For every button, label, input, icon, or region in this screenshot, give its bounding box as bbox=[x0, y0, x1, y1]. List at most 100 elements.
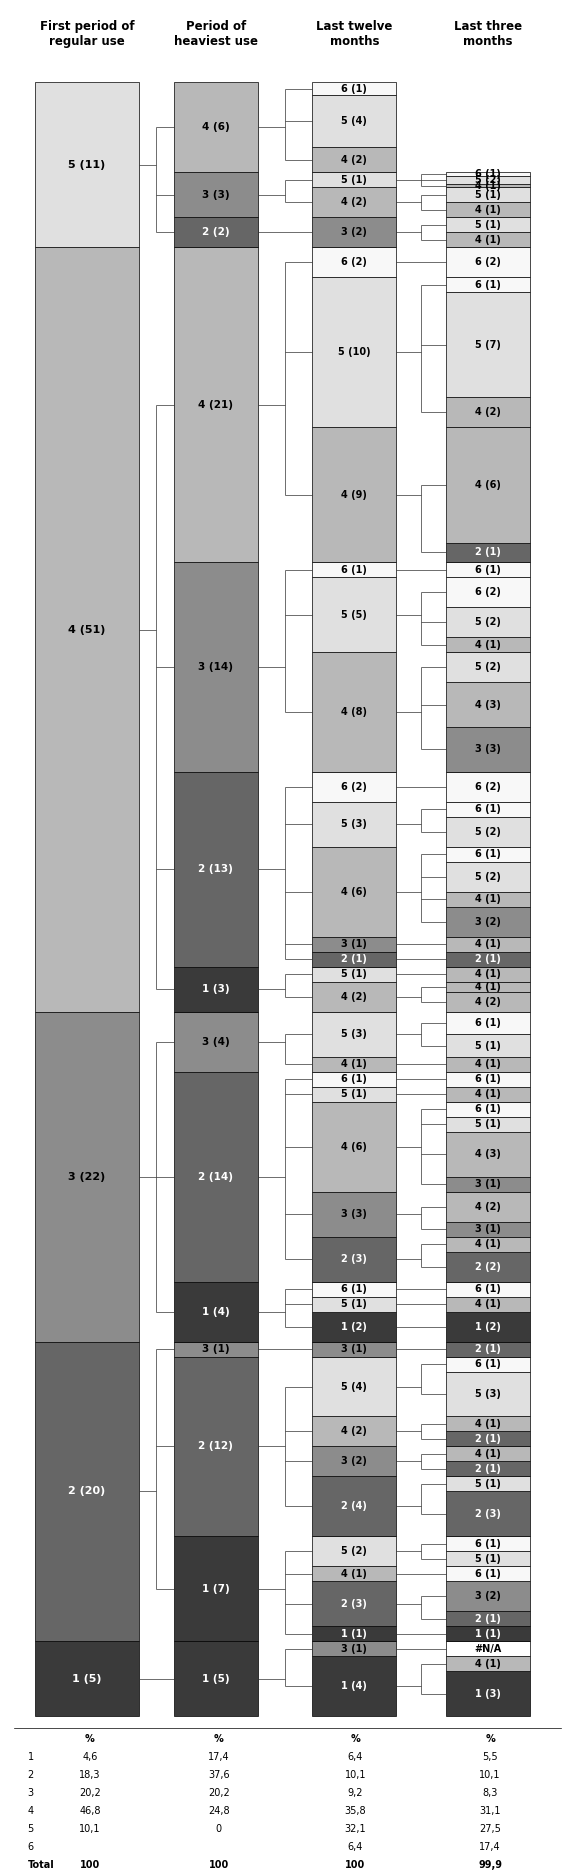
Bar bbox=[446, 1566, 530, 1581]
Text: 5 (5): 5 (5) bbox=[342, 609, 367, 619]
Text: 20,2: 20,2 bbox=[79, 1789, 101, 1798]
Bar bbox=[446, 1132, 530, 1178]
Bar bbox=[446, 892, 530, 908]
Text: 6,4: 6,4 bbox=[348, 1841, 363, 1852]
Bar bbox=[35, 82, 139, 248]
Text: 5 (1): 5 (1) bbox=[475, 1119, 501, 1129]
Bar bbox=[446, 1581, 530, 1611]
Text: 6: 6 bbox=[28, 1841, 34, 1852]
Bar bbox=[446, 232, 530, 248]
Text: 4 (1): 4 (1) bbox=[475, 1449, 501, 1459]
Text: 5 (3): 5 (3) bbox=[475, 1389, 501, 1399]
Text: 4 (21): 4 (21) bbox=[198, 399, 233, 411]
Bar bbox=[312, 1641, 396, 1656]
Bar bbox=[446, 1491, 530, 1536]
Text: 6 (1): 6 (1) bbox=[475, 1539, 501, 1549]
Text: First period of
regular use: First period of regular use bbox=[40, 19, 135, 47]
Text: 4 (6): 4 (6) bbox=[475, 480, 501, 489]
Text: 32,1: 32,1 bbox=[344, 1824, 366, 1834]
Text: 1 (2): 1 (2) bbox=[342, 1322, 367, 1331]
Bar bbox=[446, 1671, 530, 1716]
Bar bbox=[446, 1222, 530, 1238]
Bar bbox=[174, 248, 258, 562]
Bar bbox=[35, 1641, 139, 1716]
Bar bbox=[446, 278, 530, 292]
Text: 4 (1): 4 (1) bbox=[475, 1089, 501, 1099]
Bar bbox=[312, 1312, 396, 1341]
Text: 2 (4): 2 (4) bbox=[342, 1502, 367, 1511]
Text: 4 (1): 4 (1) bbox=[475, 894, 501, 904]
Text: 5 (1): 5 (1) bbox=[475, 219, 501, 231]
Text: 17,4: 17,4 bbox=[208, 1751, 229, 1762]
Text: 17,4: 17,4 bbox=[479, 1841, 501, 1852]
Bar bbox=[446, 1192, 530, 1222]
Text: 31,1: 31,1 bbox=[480, 1806, 501, 1817]
Bar bbox=[174, 1536, 258, 1641]
Bar bbox=[446, 1058, 530, 1072]
Bar bbox=[174, 1072, 258, 1283]
Text: 5 (11): 5 (11) bbox=[68, 159, 106, 171]
Text: 8,3: 8,3 bbox=[482, 1789, 498, 1798]
Text: 6 (1): 6 (1) bbox=[475, 1569, 501, 1579]
Text: 3 (2): 3 (2) bbox=[475, 917, 501, 926]
Bar bbox=[312, 1536, 396, 1566]
Text: 35,8: 35,8 bbox=[344, 1806, 366, 1817]
Bar bbox=[312, 1341, 396, 1356]
Bar bbox=[446, 1178, 530, 1192]
Text: 2 (2): 2 (2) bbox=[202, 227, 229, 238]
Text: 4 (6): 4 (6) bbox=[202, 122, 229, 133]
Text: 46,8: 46,8 bbox=[79, 1806, 101, 1817]
Text: 6 (1): 6 (1) bbox=[342, 84, 367, 94]
Text: 4 (2): 4 (2) bbox=[342, 1427, 367, 1436]
Bar bbox=[446, 1431, 530, 1446]
Bar bbox=[174, 1641, 258, 1716]
Text: 4 (2): 4 (2) bbox=[475, 407, 501, 418]
Bar bbox=[446, 862, 530, 892]
Bar bbox=[35, 1013, 139, 1341]
Bar bbox=[312, 248, 396, 278]
Bar bbox=[174, 82, 258, 172]
Bar bbox=[312, 146, 396, 172]
Text: 2 (1): 2 (1) bbox=[475, 548, 501, 557]
Bar bbox=[312, 578, 396, 652]
Text: 4 (8): 4 (8) bbox=[342, 707, 367, 716]
Text: 6 (2): 6 (2) bbox=[342, 782, 367, 791]
Text: 4 (1): 4 (1) bbox=[475, 939, 501, 949]
Text: 10,1: 10,1 bbox=[344, 1770, 366, 1779]
Bar bbox=[446, 1461, 530, 1476]
Text: 4 (6): 4 (6) bbox=[342, 1142, 367, 1151]
Bar bbox=[312, 96, 396, 146]
Text: 2 (20): 2 (20) bbox=[68, 1487, 106, 1496]
Bar bbox=[446, 1551, 530, 1566]
Text: 4 (2): 4 (2) bbox=[475, 998, 501, 1007]
Text: 4 (3): 4 (3) bbox=[475, 1149, 501, 1159]
Bar bbox=[174, 772, 258, 968]
Bar bbox=[312, 562, 396, 578]
Bar bbox=[312, 938, 396, 952]
Bar bbox=[312, 1566, 396, 1581]
Bar bbox=[446, 608, 530, 638]
Bar bbox=[446, 1312, 530, 1341]
Bar bbox=[174, 172, 258, 218]
Bar bbox=[312, 848, 396, 938]
Bar bbox=[446, 218, 530, 232]
Text: 6 (2): 6 (2) bbox=[475, 257, 501, 268]
Text: 2 (1): 2 (1) bbox=[342, 954, 367, 964]
Bar bbox=[312, 172, 396, 188]
Bar bbox=[446, 652, 530, 682]
Text: 5 (1): 5 (1) bbox=[342, 1299, 367, 1309]
Bar bbox=[174, 968, 258, 1012]
Bar bbox=[446, 682, 530, 728]
Bar bbox=[312, 1446, 396, 1476]
Text: 2: 2 bbox=[28, 1770, 34, 1779]
Bar bbox=[446, 1118, 530, 1132]
Text: 5 (2): 5 (2) bbox=[475, 872, 501, 881]
Bar bbox=[446, 172, 530, 176]
Bar bbox=[446, 728, 530, 772]
Text: 4 (6): 4 (6) bbox=[342, 887, 367, 896]
Text: 100: 100 bbox=[209, 1860, 229, 1869]
Text: 4 (2): 4 (2) bbox=[342, 197, 367, 208]
Text: 2 (3): 2 (3) bbox=[475, 1509, 501, 1519]
Bar bbox=[312, 1013, 396, 1058]
Text: 6 (2): 6 (2) bbox=[475, 587, 501, 596]
